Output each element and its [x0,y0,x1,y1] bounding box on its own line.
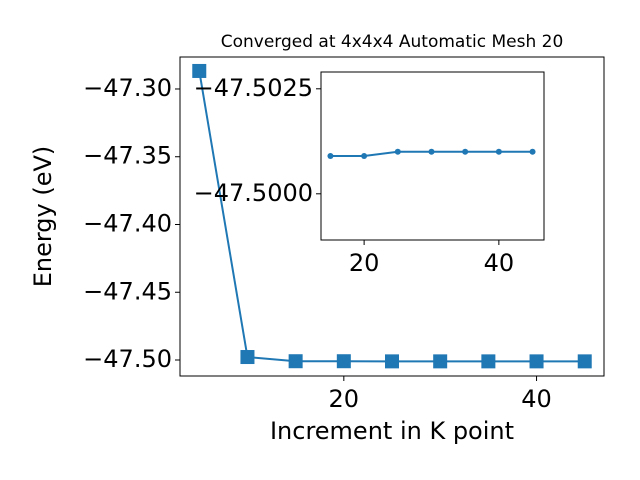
y-tick-label: −47.35 [83,142,172,170]
y-axis-label: Energy (eV) [29,146,57,288]
marker [336,354,351,369]
marker [529,354,544,369]
x-tick-label: 20 [329,385,360,413]
x-tick-label: 40 [521,385,552,413]
marker [385,354,399,369]
x-tick-label: 40 [484,249,515,277]
x-tick-label: 20 [349,249,380,277]
y-tick-label: −47.45 [83,277,172,305]
marker [462,148,469,155]
y-tick-label: −47.50 [83,345,172,373]
marker [192,63,207,78]
marker [481,354,496,369]
marker [240,350,255,365]
marker [495,148,502,155]
marker [327,153,334,159]
marker [433,354,448,369]
marker [428,148,435,155]
y-tick-label: −47.5000 [194,179,313,207]
marker [577,354,592,369]
marker [394,148,401,155]
y-tick-label: −47.30 [83,74,172,102]
marker [529,148,536,155]
x-axis-label: Increment in K point [270,417,514,445]
y-tick-label: −47.5025 [194,74,313,102]
marker [361,153,368,159]
axes-frame [179,56,605,377]
y-tick-label: −47.40 [83,209,172,237]
axes-frame [320,71,545,241]
chart-title: Converged at 4x4x4 Automatic Mesh 20 [221,32,564,52]
marker [288,354,303,369]
